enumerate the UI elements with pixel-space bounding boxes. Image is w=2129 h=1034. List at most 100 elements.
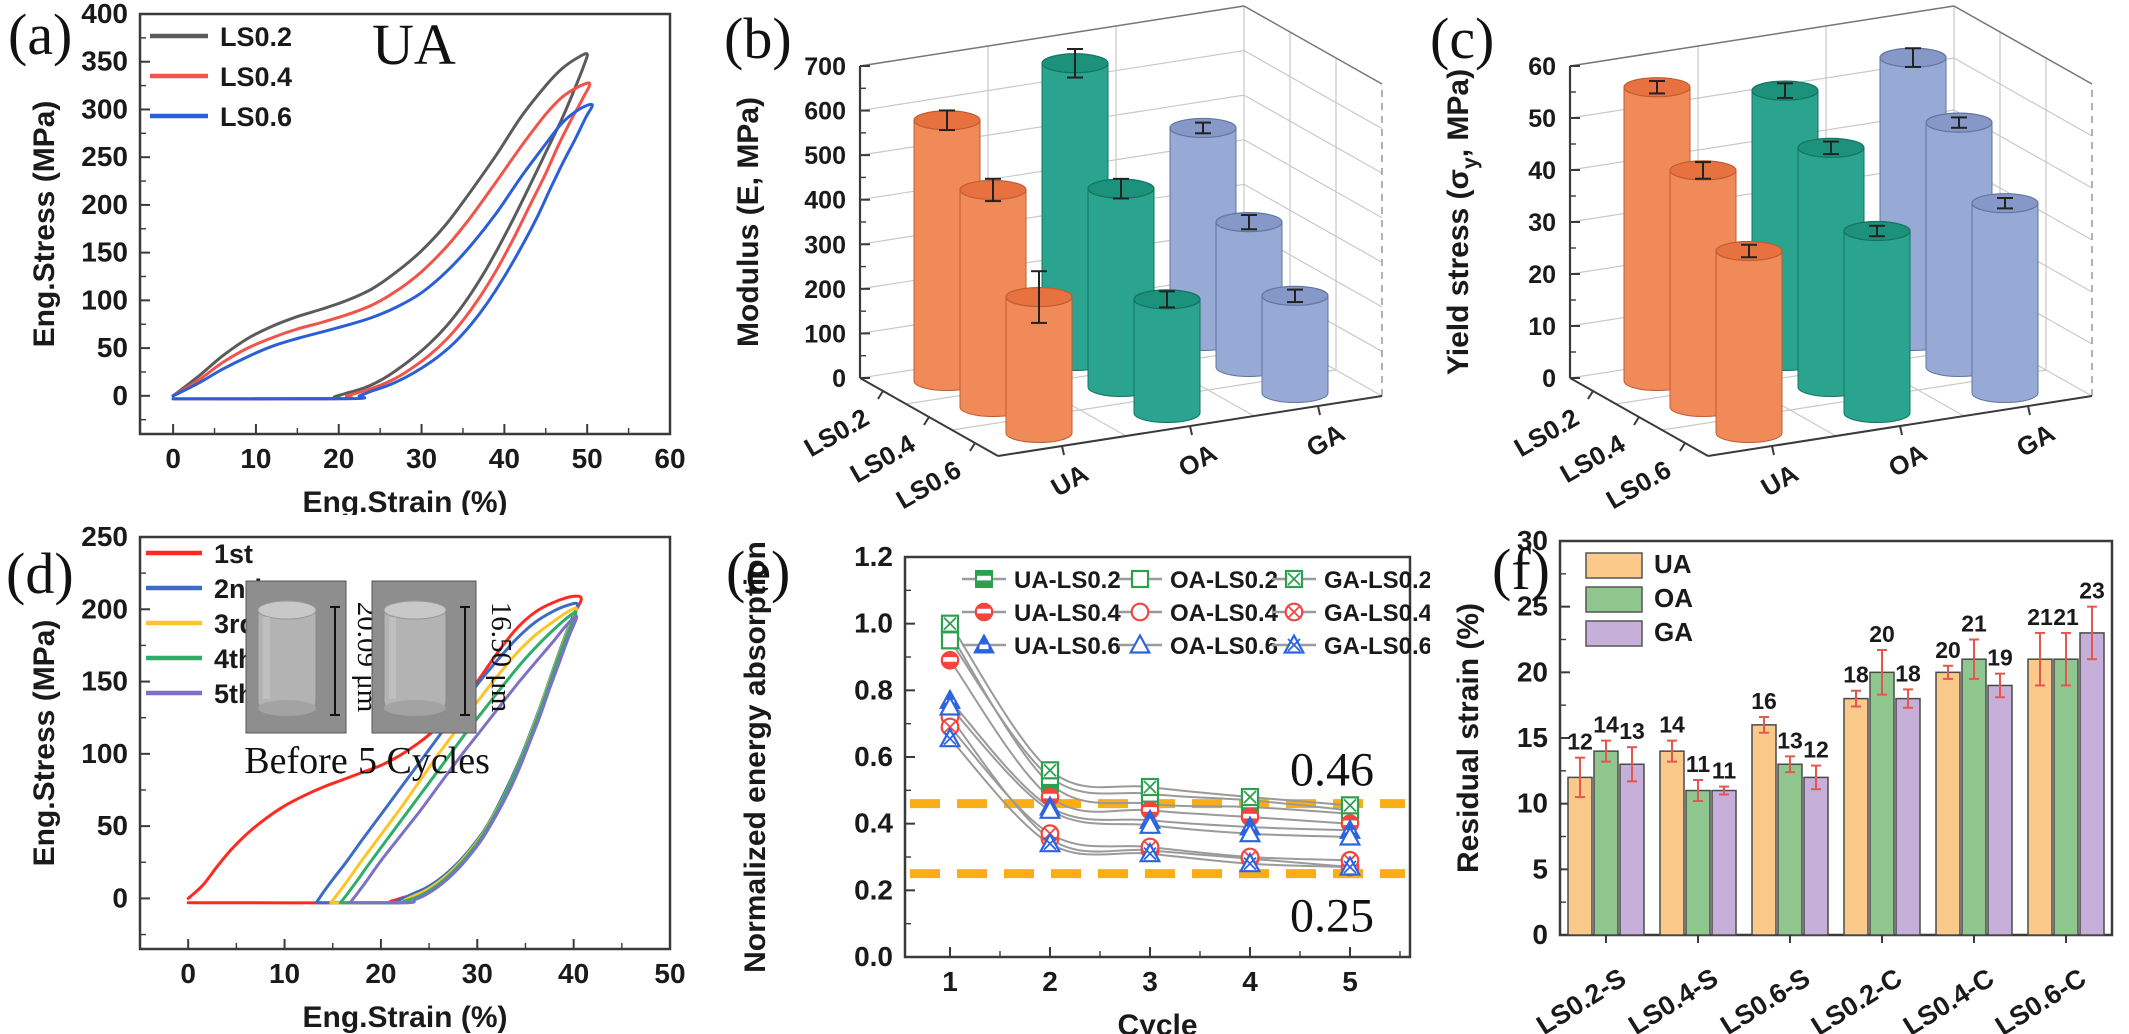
svg-text:250: 250 — [81, 141, 128, 172]
bar-UA-LS0.6-S — [1751, 724, 1777, 936]
bar-GA-LS0.6-C — [2079, 632, 2105, 936]
svg-text:60: 60 — [1528, 53, 1556, 81]
svg-text:18: 18 — [1843, 662, 1869, 688]
svg-text:12: 12 — [1803, 737, 1829, 763]
series-LS0.4 — [171, 81, 592, 401]
svg-text:Yield stress (σy, MPa): Yield stress (σy, MPa) — [1442, 69, 1482, 375]
svg-text:100: 100 — [81, 284, 128, 315]
svg-text:OA-LS0.4: OA-LS0.4 — [1170, 600, 1279, 627]
svg-text:0: 0 — [112, 380, 128, 411]
svg-text:0.2: 0.2 — [854, 874, 893, 905]
series-4th — [338, 610, 578, 905]
svg-text:5: 5 — [1342, 966, 1358, 997]
svg-text:GA-LS0.2: GA-LS0.2 — [1324, 567, 1430, 594]
bar-OA-LS0.4-C — [1961, 658, 1987, 936]
bar-OA-LS0.4-S — [1685, 789, 1711, 936]
svg-text:10: 10 — [1517, 788, 1548, 819]
panel-a-ua-stress-strain-chart: (a) UA 0 10 20 30 40 50 60 0 50 100 150 200 250 300 35… — [0, 0, 710, 515]
svg-text:50: 50 — [1528, 105, 1556, 133]
svg-text:0: 0 — [180, 958, 196, 989]
svg-text:Eng.Strain (%): Eng.Strain (%) — [302, 1001, 507, 1034]
svg-text:16: 16 — [1751, 688, 1777, 714]
bar-UA-LS0.6-C — [2027, 658, 2053, 936]
svg-text:GA-LS0.6: GA-LS0.6 — [1324, 633, 1430, 660]
svg-text:LS0.6-C: LS0.6-C — [1990, 963, 2091, 1034]
svg-text:30: 30 — [462, 958, 493, 989]
svg-text:18: 18 — [1895, 660, 1921, 686]
svg-text:20: 20 — [323, 443, 354, 474]
svg-text:UA: UA — [1756, 458, 1804, 503]
scatter-markers — [938, 614, 1362, 877]
svg-text:40: 40 — [1528, 157, 1556, 185]
svg-text:50: 50 — [654, 958, 685, 989]
svg-text:50: 50 — [97, 332, 128, 363]
svg-text:200: 200 — [804, 276, 846, 304]
svg-text:GA: GA — [2011, 417, 2060, 463]
svg-text:13: 13 — [1619, 718, 1645, 744]
series-LS0.2 — [171, 52, 589, 401]
legend: LS0.2 LS0.4 LS0.6 — [150, 22, 292, 132]
bar-GA-LS0.6-S — [1803, 776, 1829, 936]
bar-OA-LS0.2-C — [1869, 671, 1895, 936]
svg-text:2: 2 — [1042, 966, 1058, 997]
svg-text:Normalized energy absorption: Normalized energy absorption — [739, 541, 772, 973]
svg-text:30: 30 — [1517, 525, 1548, 556]
svg-text:150: 150 — [81, 237, 128, 268]
axes: 0 10 20 30 40 50 60 0 50 100 150 200 250 300 350 400 Eng… — [28, 0, 686, 515]
svg-text:0.6: 0.6 — [854, 741, 893, 772]
svg-text:LS0.6: LS0.6 — [220, 102, 292, 132]
svg-text:500: 500 — [804, 142, 846, 170]
svg-text:350: 350 — [81, 46, 128, 77]
svg-text:400: 400 — [804, 187, 846, 215]
svg-text:Eng.Strain (%): Eng.Strain (%) — [302, 486, 507, 515]
svg-text:Eng.Stress (MPa): Eng.Stress (MPa) — [28, 620, 61, 867]
svg-text:20: 20 — [365, 958, 396, 989]
svg-text:0: 0 — [165, 443, 181, 474]
panel-b-modulus-3d-bar-chart: (b) 0 100 200 300 400 500 600 700 Modulus (E, MP… — [710, 0, 1420, 515]
svg-text:Modulus (E, MPa): Modulus (E, MPa) — [732, 97, 765, 347]
panel-c-canvas: 0 10 20 30 40 50 60 Yield stress (σy, MPa) LS0.2… — [1420, 0, 2129, 515]
axes: 1 2 3 4 5 0.0 0.2 0.4 0.6 0.8 1.0 1.2 Cycle Normalize… — [739, 541, 1412, 1034]
loop-series — [171, 52, 594, 401]
bar-GA-LS0.2-S — [1619, 763, 1645, 936]
svg-text:Before: Before — [244, 740, 347, 782]
svg-text:1: 1 — [942, 966, 958, 997]
svg-text:LS0.2-C: LS0.2-C — [1806, 963, 1907, 1034]
svg-text:0.4: 0.4 — [854, 808, 893, 839]
bar-GA-LS0.2-C — [1895, 697, 1921, 936]
svg-text:OA: OA — [1883, 437, 1932, 483]
svg-text:LS0.6-S: LS0.6-S — [1715, 963, 1815, 1034]
value-axis: 0 100 200 300 400 500 600 700 Modulus (E, MPa) — [732, 53, 870, 393]
svg-text:0: 0 — [1542, 365, 1556, 393]
svg-text:50: 50 — [97, 810, 128, 841]
panel-f-residual-strain-bar-chart: (f) 0 5 10 15 20 25 30 Residual strain (%) 12 14 1… — [1430, 515, 2129, 1034]
panel-e-chart-svg: 1 2 3 4 5 0.0 0.2 0.4 0.6 0.8 1.0 1.2 Cycle Normalize… — [739, 541, 1430, 1034]
loop-series — [186, 594, 583, 905]
svg-text:10: 10 — [269, 958, 300, 989]
bar-UA-LS0.4-S — [1659, 750, 1685, 936]
cylinder-bars — [913, 48, 1329, 443]
svg-text:UA-LS0.4: UA-LS0.4 — [1014, 600, 1121, 627]
bar-GA-LS0.4-C — [1987, 684, 2013, 936]
svg-text:150: 150 — [81, 666, 128, 697]
svg-text:700: 700 — [804, 53, 846, 81]
svg-text:UA-LS0.2: UA-LS0.2 — [1014, 567, 1121, 594]
svg-text:0: 0 — [1532, 919, 1548, 950]
panel-label-d: (d) — [6, 541, 74, 606]
panel-label-c: (c) — [1430, 6, 1495, 71]
svg-text:60: 60 — [654, 443, 685, 474]
bar-UA-LS0.6 — [1005, 296, 1073, 443]
svg-text:14: 14 — [1593, 712, 1619, 738]
bar-UA-LS0.6 — [1715, 250, 1783, 443]
svg-text:0: 0 — [112, 882, 128, 913]
svg-text:30: 30 — [1528, 209, 1556, 237]
series-LS0.6 — [171, 102, 594, 401]
svg-text:14: 14 — [1659, 712, 1685, 738]
svg-text:10: 10 — [240, 443, 271, 474]
panel-label-e: (e) — [726, 539, 791, 604]
svg-text:11: 11 — [1686, 751, 1711, 777]
panel-e-canvas: 1 2 3 4 5 0.0 0.2 0.4 0.6 0.8 1.0 1.2 Cycle Normalize… — [710, 515, 1430, 1034]
